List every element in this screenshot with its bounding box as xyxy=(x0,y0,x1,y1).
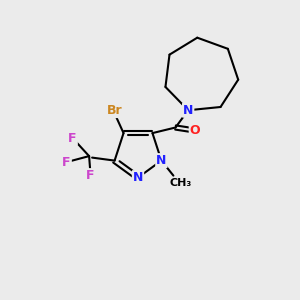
Text: F: F xyxy=(62,156,71,169)
Text: Br: Br xyxy=(107,104,122,117)
Text: CH₃: CH₃ xyxy=(170,178,192,188)
Text: N: N xyxy=(183,104,194,117)
Text: F: F xyxy=(68,132,77,145)
Text: N: N xyxy=(133,171,143,184)
Text: F: F xyxy=(86,169,95,182)
Text: N: N xyxy=(156,154,167,167)
Text: O: O xyxy=(190,124,200,137)
